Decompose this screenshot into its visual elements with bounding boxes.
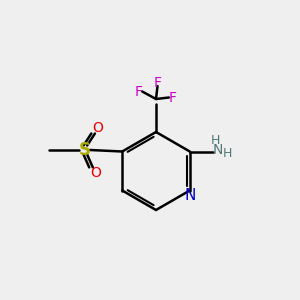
Text: N: N [213, 143, 224, 157]
Text: S: S [79, 141, 91, 159]
Text: F: F [169, 91, 176, 104]
Text: F: F [135, 85, 142, 98]
Text: F: F [154, 76, 161, 89]
Text: H: H [211, 134, 220, 147]
Text: O: O [90, 166, 101, 180]
Text: H: H [223, 147, 232, 161]
Text: N: N [185, 188, 196, 202]
Text: O: O [92, 121, 103, 135]
